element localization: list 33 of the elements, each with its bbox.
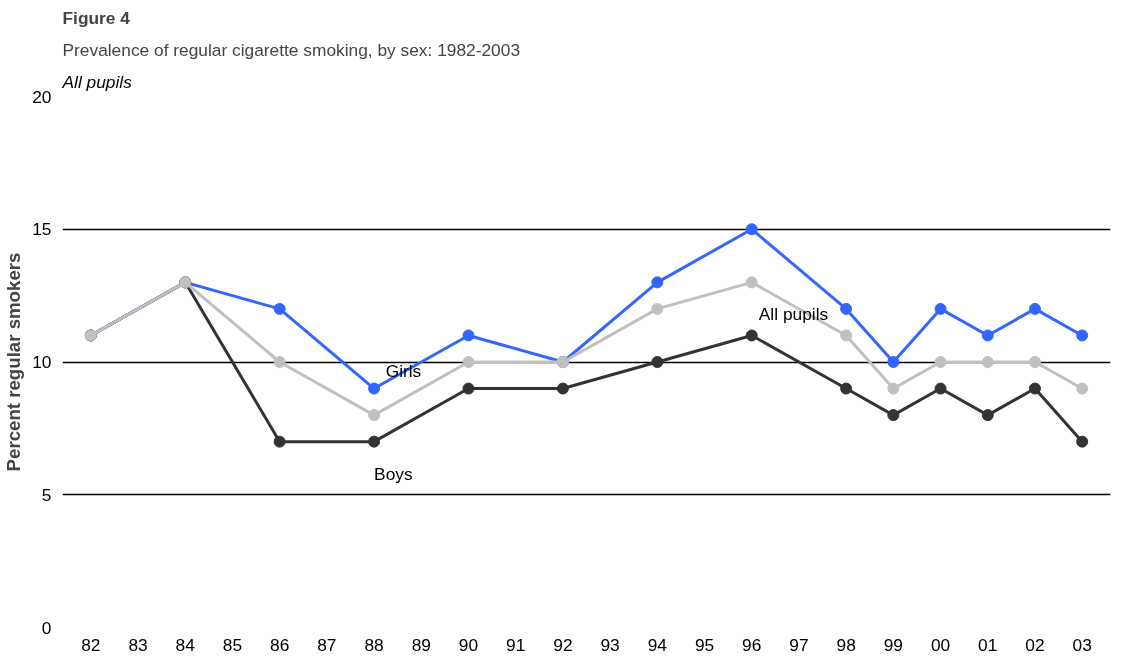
y-tick-label: 5 (41, 484, 52, 505)
x-tick-label: 88 (364, 634, 384, 655)
x-tick-label: 95 (694, 634, 715, 655)
x-tick-label: 96 (742, 634, 762, 655)
y-tick-label: 10 (32, 352, 52, 372)
x-tick-label: 01 (978, 634, 998, 655)
x-tick-label: 87 (317, 634, 337, 655)
x-tick-label: 91 (506, 634, 526, 655)
x-tick-label: 99 (883, 634, 903, 655)
y-axis-title: Percent regular smokers (3, 252, 25, 472)
x-tick-label: 98 (836, 634, 856, 655)
x-tick-label: 97 (789, 634, 809, 655)
x-tick-label: 94 (647, 634, 668, 655)
series-label: Boys (374, 464, 413, 485)
x-tick-label: 83 (128, 634, 148, 655)
y-tick-label: 0 (41, 617, 52, 638)
x-tick-label: 89 (411, 634, 431, 655)
x-tick-label: 85 (222, 634, 243, 655)
y-tick-label: 20 (32, 86, 52, 107)
x-tick-label: 92 (553, 634, 573, 655)
series-label: All pupils (758, 303, 829, 324)
chart-title: Figure 4 (62, 7, 131, 28)
x-tick-label: 00 (930, 634, 951, 655)
y-tick-label: 15 (32, 219, 52, 240)
x-tick-label: 86 (270, 634, 290, 655)
chart-subtitle: Prevalence of regular cigarette smoking, by sex: 1982-2003 (62, 39, 521, 60)
x-tick-label: 90 (458, 634, 479, 655)
x-tick-label: 82 (81, 634, 101, 655)
x-tick-label: 93 (600, 634, 620, 655)
text: All pupils (61, 71, 133, 92)
x-tick-label: 03 (1072, 634, 1092, 655)
x-tick-label: 84 (175, 634, 196, 655)
x-tick-label: 02 (1025, 634, 1045, 655)
